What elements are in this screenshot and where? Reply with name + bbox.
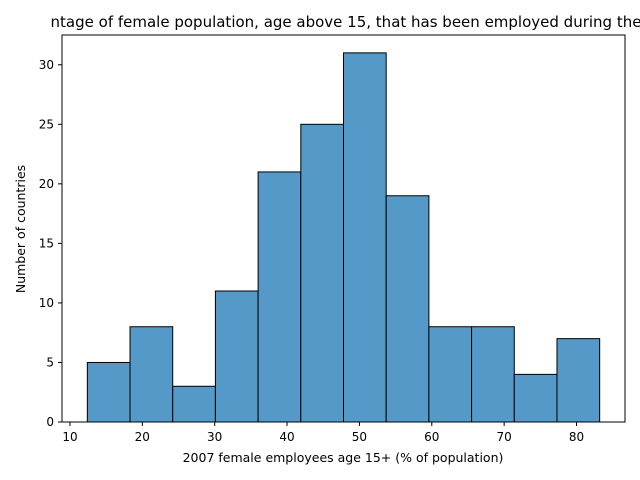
y-axis-label: Number of countries xyxy=(13,165,28,293)
y-tick-label: 30 xyxy=(39,58,54,72)
x-tick-label: 30 xyxy=(207,430,222,444)
x-axis-label: 2007 female employees age 15+ (% of popu… xyxy=(183,450,504,465)
y-tick-label: 20 xyxy=(39,177,54,191)
y-tick-label: 15 xyxy=(39,236,54,250)
x-tick-label: 70 xyxy=(497,430,512,444)
histogram-bar-10 xyxy=(471,326,515,423)
histogram-bar-1 xyxy=(86,361,131,423)
y-tick-label: 5 xyxy=(46,355,54,369)
x-tick-label: 10 xyxy=(62,430,77,444)
plot-frame xyxy=(61,34,626,423)
histogram-bar-4 xyxy=(214,290,259,423)
x-tick-label: 40 xyxy=(279,430,294,444)
histogram-bar-6 xyxy=(300,123,344,423)
y-axis-ticks: 0 5 10 15 20 25 30 xyxy=(39,58,62,429)
chart-title: ntage of female population, age above 15… xyxy=(51,13,640,31)
x-tick-label: 80 xyxy=(569,430,584,444)
bars-group xyxy=(86,52,601,423)
x-axis-ticks: 10 20 30 40 50 60 70 80 xyxy=(62,422,584,444)
histogram-bar-5 xyxy=(257,171,302,423)
y-tick-label: 25 xyxy=(39,117,54,131)
y-tick-label: 10 xyxy=(39,296,54,310)
histogram-bar-7 xyxy=(343,52,387,423)
x-tick-label: 50 xyxy=(352,430,367,444)
x-tick-label: 20 xyxy=(135,430,150,444)
histogram-bar-2 xyxy=(129,326,174,423)
histogram-bar-12 xyxy=(556,338,601,423)
y-tick-label: 0 xyxy=(46,415,54,429)
histogram-bar-11 xyxy=(513,373,558,423)
x-tick-label: 60 xyxy=(424,430,439,444)
histogram-bar-8 xyxy=(385,195,430,423)
histogram-bar-9 xyxy=(428,326,473,423)
histogram-bar-3 xyxy=(172,385,216,423)
